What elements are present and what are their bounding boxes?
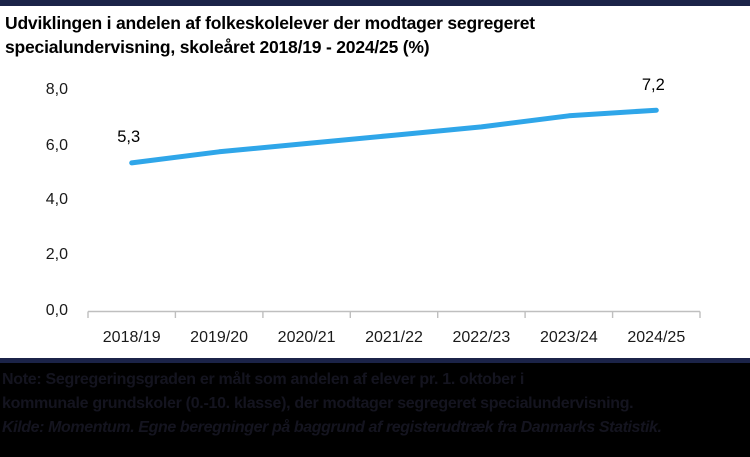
chart-title-line1: Udviklingen i andelen af folkeskolelever… — [5, 13, 535, 33]
footer-note: Note: Segregeringsgraden er målt som and… — [0, 363, 750, 440]
footer: Note: Segregeringsgraden er målt som and… — [0, 358, 750, 457]
x-tick-label: 2018/19 — [103, 329, 161, 346]
x-axis-tick-marks — [87, 311, 701, 318]
y-tick-label: 2,0 — [46, 246, 68, 263]
trend-line — [129, 107, 659, 166]
x-tick-label: 2022/23 — [452, 329, 510, 346]
chart-title-line2: specialundervisning, skoleåret 2018/19 -… — [5, 37, 430, 57]
chart-title: Udviklingen i andelen af folkeskolelever… — [5, 11, 725, 59]
top-accent-bar — [0, 0, 750, 6]
footer-note-line1: Note: Segregeringsgraden er målt som and… — [2, 371, 524, 388]
y-tick-label: 8,0 — [46, 81, 68, 98]
last-point-label: 7,2 — [642, 76, 665, 94]
x-tick-label: 2021/22 — [365, 329, 423, 346]
x-tick-label: 2020/21 — [278, 329, 336, 346]
y-axis-tick-labels: 8,0 6,0 4,0 2,0 0,0 — [46, 81, 68, 319]
footer-source-line: Kilde: Momentum. Egne beregninger på bag… — [2, 419, 662, 436]
x-tick-label: 2019/20 — [190, 329, 248, 346]
first-point-label: 5,3 — [117, 128, 140, 146]
y-tick-label: 4,0 — [46, 191, 68, 208]
line-chart-plot-area: 8,0 6,0 4,0 2,0 0,0 2018/19 2019/20 2020… — [46, 76, 701, 346]
y-tick-label: 0,0 — [46, 302, 68, 319]
footer-accent-divider — [0, 358, 750, 363]
x-tick-label: 2023/24 — [540, 329, 598, 346]
y-tick-label: 6,0 — [46, 137, 68, 154]
footer-note-line2: kommunale grundskoler (0.-10. klasse), d… — [2, 395, 634, 412]
x-axis-tick-labels: 2018/19 2019/20 2020/21 2021/22 2022/23 … — [103, 329, 686, 346]
x-tick-label: 2024/25 — [627, 329, 685, 346]
